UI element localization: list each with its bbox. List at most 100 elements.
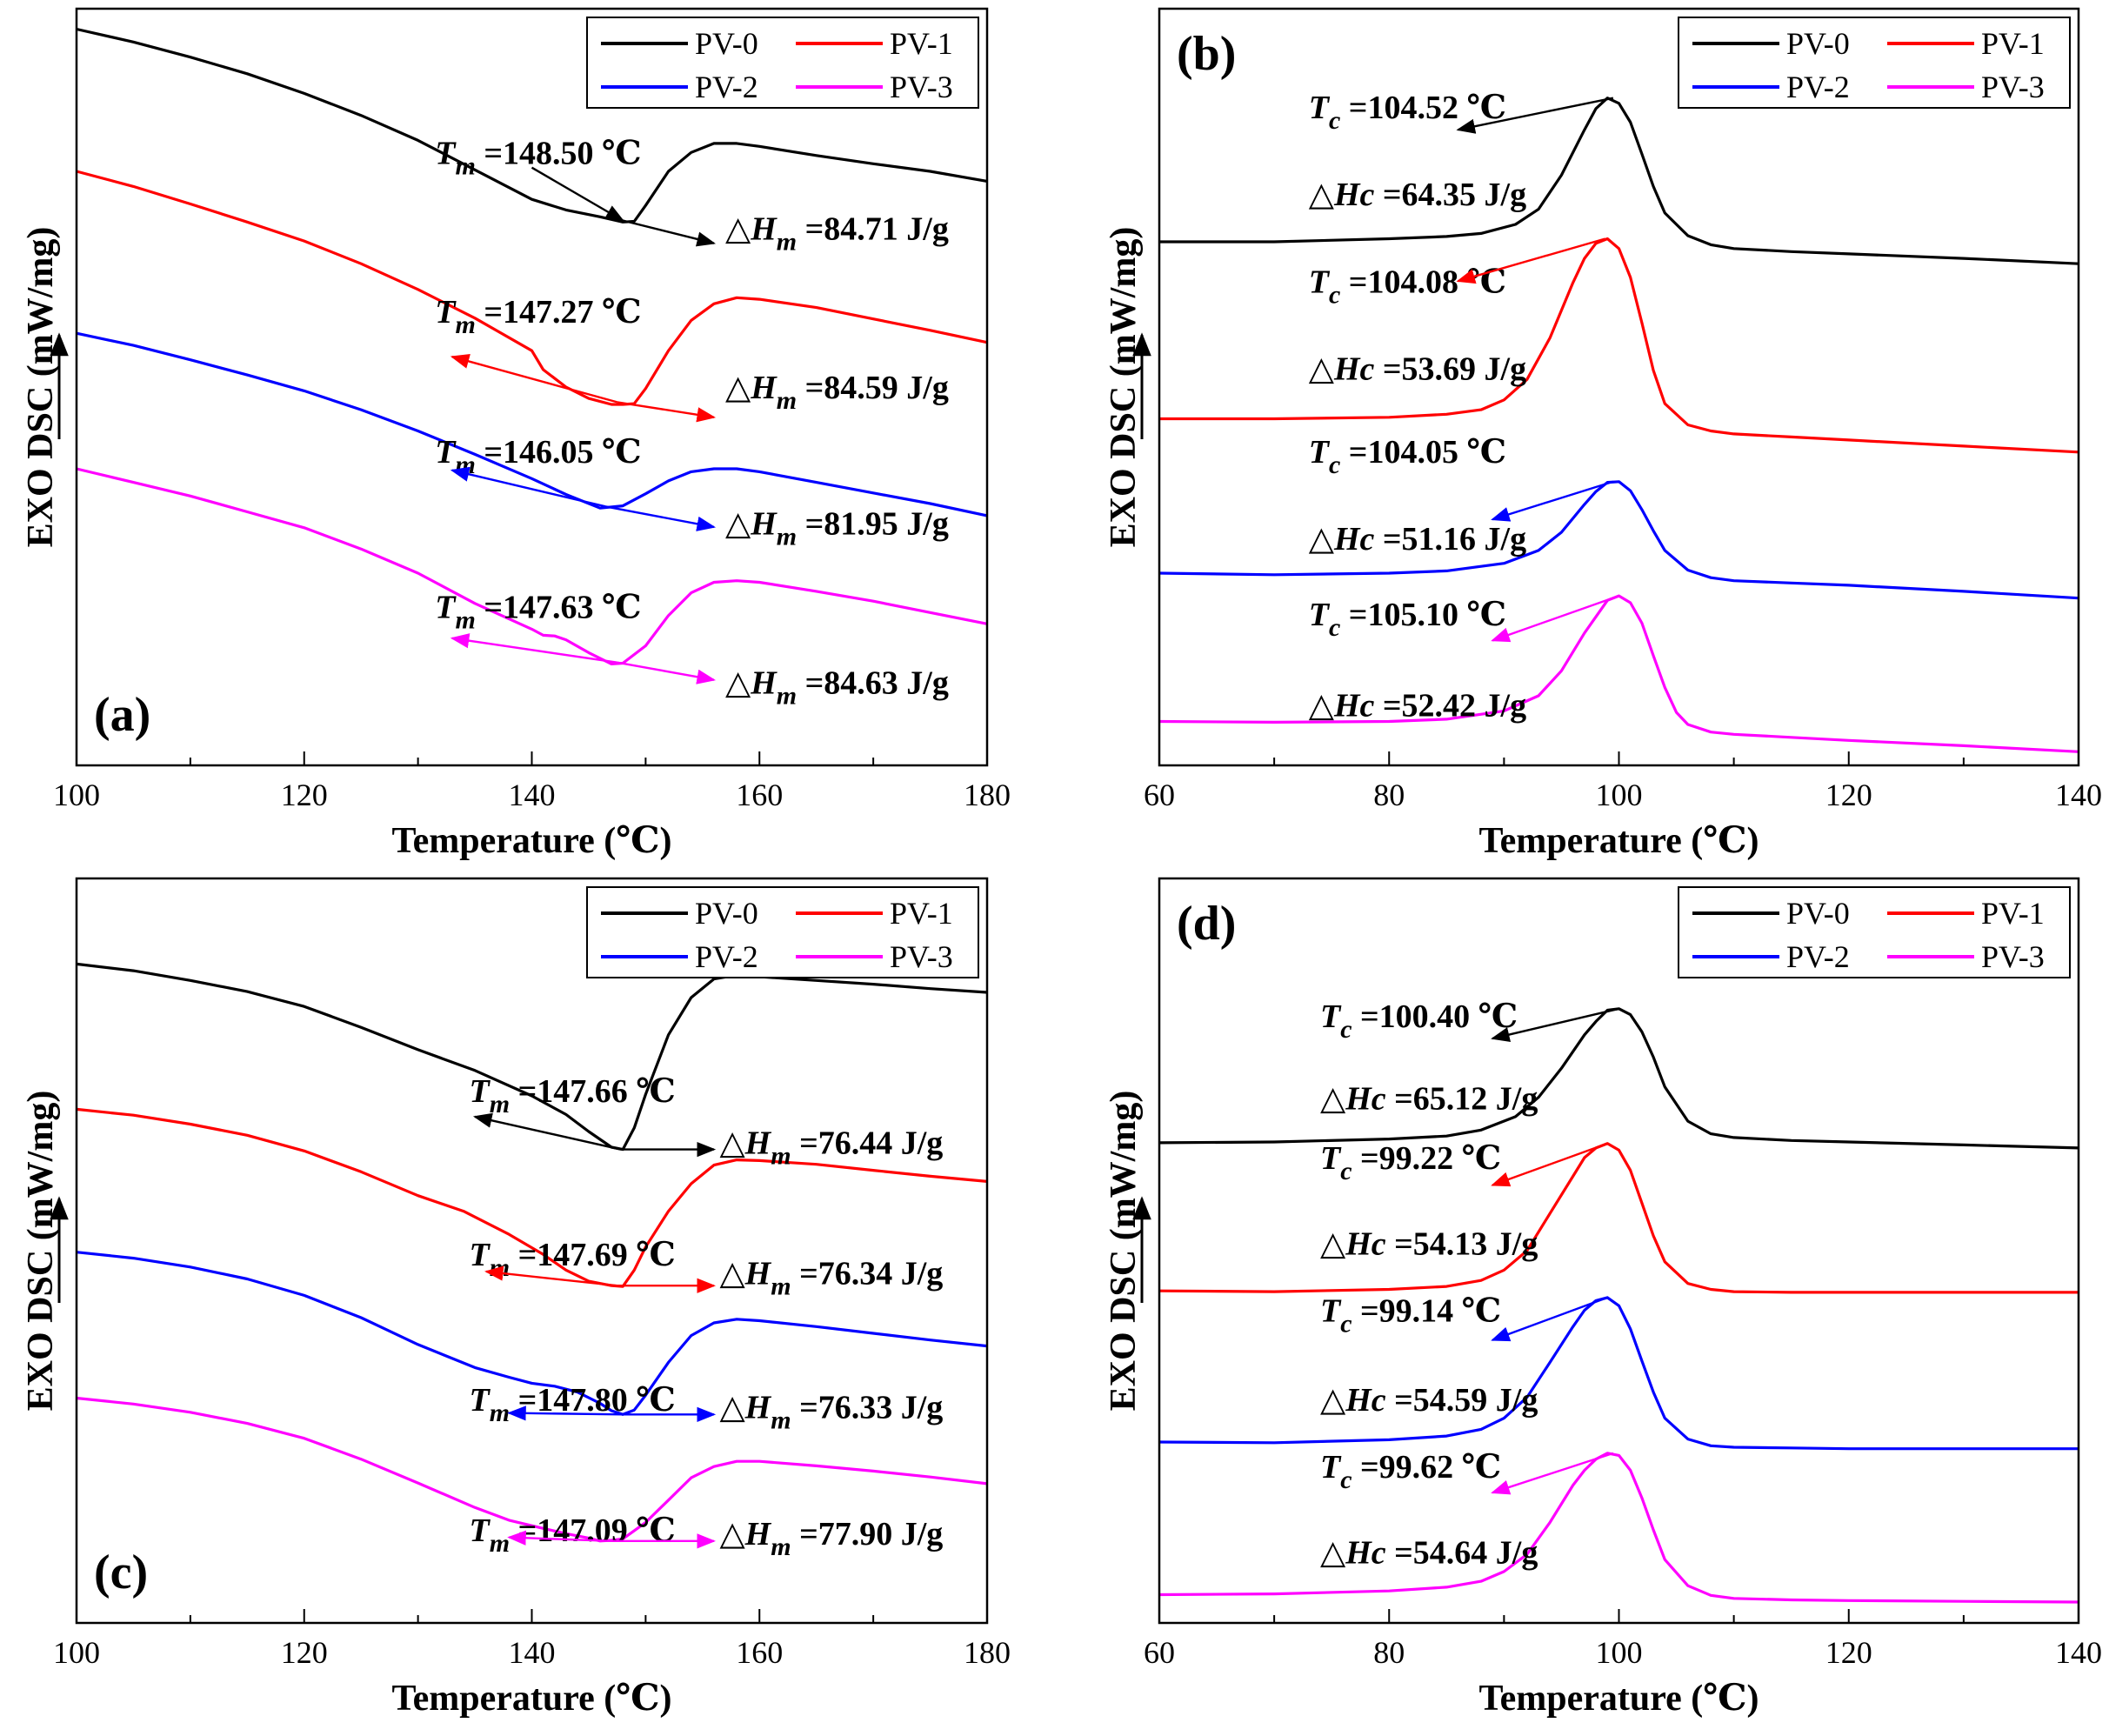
x-tick-label: 60 [1144, 778, 1175, 812]
annotation: Tm =147.63 ℃ [435, 589, 642, 664]
legend-label-pv-0: PV-0 [1786, 26, 1850, 61]
legend-box [586, 886, 979, 978]
x-tick-label: 100 [1596, 1635, 1643, 1670]
annotation-text: Tm =147.80 ℃ [470, 1382, 676, 1427]
legend-label-pv-1: PV-1 [1981, 896, 2045, 931]
annotation-arrow [484, 1265, 617, 1287]
annotation: △Hm =84.71 J/g [622, 210, 949, 256]
annotation-arrow [605, 505, 717, 531]
legend-label-pv-3: PV-3 [890, 939, 953, 974]
series-line-pv-1 [1158, 1142, 2079, 1294]
annotation-text: Tc =105.10 ℃ [1309, 597, 1506, 642]
series-line-pv-0 [1158, 1007, 2079, 1150]
annotation-text: △Hc =54.13 J/g [1320, 1225, 1538, 1262]
annotation: △Hm =76.33 J/g [623, 1390, 943, 1435]
x-axis-label: Temperature (℃) [391, 821, 671, 861]
annotation: △Hm =81.95 J/g [605, 505, 949, 551]
annotation: Tm =147.27 ℃ [435, 294, 642, 404]
annotation-text: △Hm =84.71 J/g [725, 210, 949, 256]
annotation: Tc =99.62 ℃ [1320, 1449, 1614, 1495]
annotation: Tm =148.50 ℃ [435, 135, 642, 222]
chart-panels: 100 120 140 160 180 Temperature (℃) EXO DSC (m… [21, 7, 2102, 1719]
x-tick-label: 140 [509, 1635, 556, 1670]
x-tick-label: 180 [964, 778, 1011, 812]
annotation-text: △Hc =51.16 J/g [1309, 521, 1526, 558]
x-tick-label: 140 [2055, 778, 2102, 812]
annotation-arrow [1491, 1452, 1614, 1495]
series-line-pv-0 [76, 962, 988, 1152]
plot-frame [1158, 877, 2080, 1625]
annotation-text: Tm =148.50 ℃ [435, 135, 641, 180]
annotation-text: △Hm =76.34 J/g [719, 1256, 943, 1301]
legend-label-pv-1: PV-1 [890, 896, 953, 931]
x-tick-label: 120 [1825, 1635, 1872, 1670]
annotation-text: Tc =99.14 ℃ [1320, 1292, 1501, 1338]
annotation-text: △Hm =76.33 J/g [719, 1390, 943, 1435]
legend: PV-0 PV-1 PV-2 PV-3 [586, 17, 979, 109]
x-tick-label: 100 [1596, 778, 1643, 812]
x-tick-label: 140 [509, 778, 556, 812]
annotation-text: Tc =99.22 ℃ [1320, 1140, 1501, 1185]
legend-box [1678, 886, 2071, 978]
x-tick-label: 160 [736, 778, 783, 812]
series-line-pv-3 [1158, 594, 2079, 753]
annotation-arrow [622, 219, 716, 247]
annotation-text: Tc =100.40 ℃ [1320, 998, 1518, 1044]
legend-label-pv-0: PV-0 [1786, 896, 1850, 931]
annotation: △Hc =54.59 J/g [1320, 1382, 1538, 1419]
annotation-arrow [450, 466, 606, 508]
legend-label-pv-2: PV-2 [1786, 939, 1850, 974]
chart-panel-c: 100 120 140 160 180 Temperature (℃) EXO DSC (m… [21, 877, 1011, 1719]
annotation-arrow [507, 1405, 624, 1421]
annotation-text: Tm =147.27 ℃ [435, 294, 641, 339]
annotation-text: △Hc =65.12 J/g [1320, 1080, 1538, 1117]
annotation-arrow [450, 354, 617, 404]
y-axis-label: EXO DSC (mW/mg) [21, 227, 61, 548]
legend: PV-0 PV-1 PV-2 PV-3 [1678, 886, 2071, 978]
annotation: △Hm =84.63 J/g [617, 661, 949, 710]
x-tick-label: 60 [1144, 1635, 1175, 1670]
annotation-arrow [450, 633, 617, 664]
annotation-text: △Hm =81.95 J/g [725, 506, 949, 551]
annotation-arrow [472, 1112, 621, 1151]
annotation: Tm =147.69 ℃ [470, 1237, 676, 1287]
legend-label-pv-3: PV-3 [1981, 939, 2045, 974]
annotation-text: Tc =99.62 ℃ [1320, 1449, 1501, 1494]
chart-panel-b: 60 80 100 120 140 Temperature (℃) EXO DSC (mW/… [1104, 7, 2102, 861]
chart-panel-a: 100 120 140 160 180 Temperature (℃) EXO DSC (m… [21, 7, 1011, 861]
x-tick-label: 120 [1825, 778, 1872, 812]
legend-label-pv-1: PV-1 [1981, 26, 2045, 61]
annotation: △Hc =52.42 J/g [1309, 687, 1526, 724]
series-line-pv-0 [76, 27, 988, 224]
annotation-text: △Hm =84.63 J/g [725, 664, 949, 710]
series-line-pv-2 [1158, 1296, 2079, 1451]
annotation-text: △Hm =77.90 J/g [719, 1516, 943, 1561]
x-axis-label: Temperature (℃) [1478, 821, 1759, 861]
annotation-text: Tc =104.05 ℃ [1309, 434, 1506, 479]
annotation-arrow [1491, 1142, 1608, 1187]
x-tick-label: 120 [281, 1635, 328, 1670]
annotation-arrow [531, 166, 625, 222]
annotation-arrow [507, 1530, 612, 1546]
x-axis-label: Temperature (℃) [1478, 1679, 1759, 1719]
x-tick-label: 100 [53, 778, 100, 812]
annotation-arrow [617, 401, 717, 423]
annotation-text: Tm =147.09 ℃ [470, 1512, 676, 1558]
annotation-text: Tm =147.69 ℃ [470, 1237, 676, 1282]
x-tick-label: 140 [2055, 1635, 2102, 1670]
annotation-text: Tm =146.05 ℃ [435, 434, 641, 479]
annotation: △Hc =53.69 J/g [1309, 351, 1526, 387]
annotation: △Hc =54.64 J/g [1320, 1535, 1538, 1572]
annotation-text: △Hc =53.69 J/g [1309, 351, 1526, 387]
annotation: △Hm =76.34 J/g [617, 1256, 943, 1301]
annotation-arrow [1456, 97, 1614, 134]
legend-label-pv-1: PV-1 [890, 26, 953, 61]
x-tick-label: 120 [281, 778, 328, 812]
annotation: Tc =100.40 ℃ [1320, 998, 1619, 1044]
panel-label: (c) [94, 1546, 148, 1599]
annotation-text: △Hc =54.64 J/g [1320, 1535, 1538, 1572]
annotation-text: △Hm =84.59 J/g [725, 370, 949, 415]
legend-label-pv-2: PV-2 [1786, 70, 1850, 104]
annotation-text: △Hc =64.35 J/g [1309, 177, 1526, 213]
